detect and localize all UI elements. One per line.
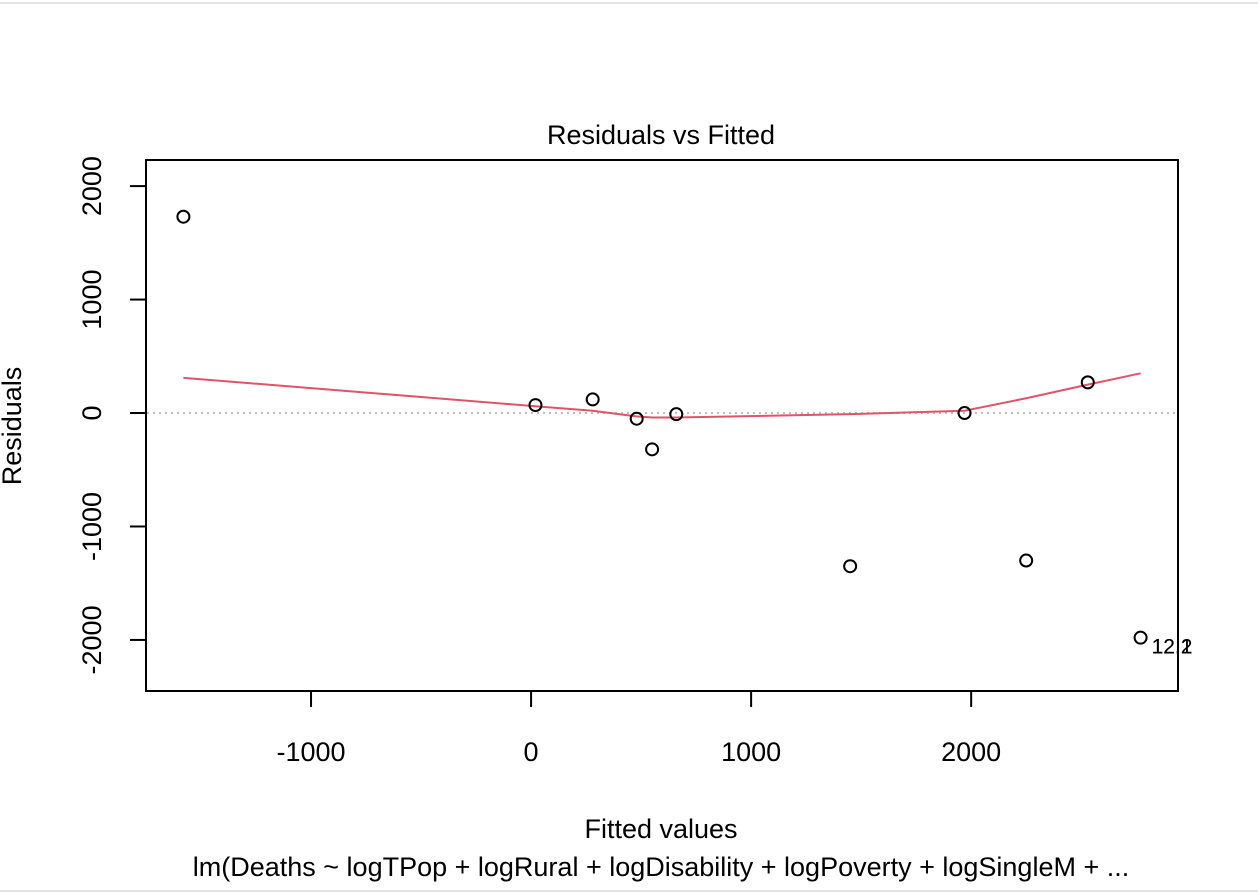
x-tick-label-2: 1000	[721, 737, 781, 767]
x-tick-label-1: 0	[524, 737, 539, 767]
x-axis: -1000 0 1000 2000	[277, 690, 1001, 767]
y-tick-label-4: 2000	[77, 156, 107, 216]
y-axis-label: Residuals	[0, 367, 27, 486]
x-tick-label-3: 2000	[941, 737, 1001, 767]
plot-box	[145, 159, 1179, 692]
y-axis: -2000 -1000 0 1000 2000	[77, 156, 147, 674]
y-tick-label-0: -2000	[77, 605, 107, 674]
data-point-10	[1080, 375, 1095, 390]
smooth-trend-line	[183, 372, 1141, 419]
data-point-8	[957, 406, 972, 421]
chart-title: Residuals vs Fitted	[547, 120, 775, 150]
data-point-1	[176, 209, 191, 224]
data-point-11	[1133, 630, 1148, 645]
data-point-3	[585, 392, 600, 407]
point-label-1: 12.1	[1152, 636, 1193, 659]
data-point-2	[528, 398, 543, 413]
data-point-9	[1019, 553, 1034, 568]
point-label-2: 12.2	[1152, 636, 1193, 659]
data-point-6	[669, 407, 684, 422]
x-axis-label: Fitted values	[584, 814, 737, 844]
data-point-4	[629, 411, 644, 426]
y-tick-label-2: 0	[77, 406, 107, 421]
y-tick-label-3: 1000	[77, 270, 107, 330]
x-tick-label-0: -1000	[277, 737, 346, 767]
y-tick-label-1: -1000	[77, 492, 107, 561]
data-points-layer	[176, 209, 1148, 645]
model-formula-caption: lm(Deaths ~ logTPop + logRural + logDisa…	[193, 852, 1129, 882]
point-labels-layer: 12.112.2	[1152, 636, 1193, 659]
data-point-5	[645, 442, 660, 457]
smooth-line-layer	[183, 372, 1141, 419]
data-point-7	[843, 559, 858, 574]
